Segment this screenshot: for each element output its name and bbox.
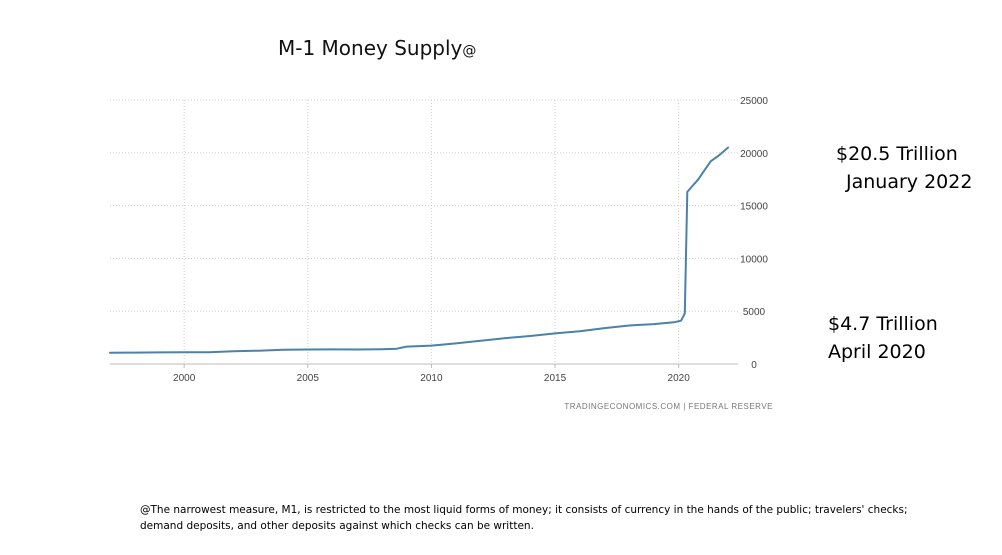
y-tick-label-10000: 10000 bbox=[740, 254, 768, 265]
footnote-line-1: @The narrowest measure, M1, is restricte… bbox=[140, 504, 908, 516]
chart-title-footnote-mark: @ bbox=[462, 43, 477, 59]
chart-title-text: M-1 Money Supply bbox=[278, 36, 463, 60]
footnote: @The narrowest measure, M1, is restricte… bbox=[140, 502, 960, 534]
grid-lines bbox=[110, 99, 738, 365]
x-axis-ticks: 2000 2005 2010 2015 2020 bbox=[173, 364, 690, 384]
source-credit: TRADINGECONOMICS.COM | FEDERAL RESERVE bbox=[564, 402, 773, 411]
x-tick-label-2010: 2010 bbox=[420, 373, 443, 384]
annotation-apr-2020: $4.7 Trillion April 2020 bbox=[828, 310, 938, 366]
y-tick-label-0: 0 bbox=[751, 360, 757, 371]
footnote-line-2: demand deposits, and other deposits agai… bbox=[140, 520, 534, 532]
y-tick-label-25000: 25000 bbox=[740, 96, 768, 107]
series-lines bbox=[109, 146, 730, 354]
x-tick-label-2005: 2005 bbox=[297, 373, 320, 384]
x-tick-label-2015: 2015 bbox=[544, 373, 567, 384]
annotation-jan-2022-date: January 2022 bbox=[846, 171, 973, 193]
y-axis-ticks: 25000 20000 15000 10000 5000 0 bbox=[740, 96, 768, 371]
y-tick-label-5000: 5000 bbox=[743, 307, 766, 318]
x-tick-label-2000: 2000 bbox=[173, 373, 196, 384]
annotation-jan-2022: $20.5 Trillion January 2022 bbox=[836, 140, 972, 196]
chart-title: M-1 Money Supply@ bbox=[278, 36, 476, 60]
annotation-jan-2022-value: $20.5 Trillion bbox=[836, 143, 958, 165]
x-tick-label-2020: 2020 bbox=[668, 373, 691, 384]
series-line-m1-money-supply bbox=[109, 146, 730, 354]
y-tick-label-15000: 15000 bbox=[740, 202, 768, 213]
annotation-apr-2020-value: $4.7 Trillion bbox=[828, 313, 938, 335]
y-tick-label-20000: 20000 bbox=[740, 149, 768, 160]
annotation-apr-2020-date: April 2020 bbox=[828, 341, 926, 363]
